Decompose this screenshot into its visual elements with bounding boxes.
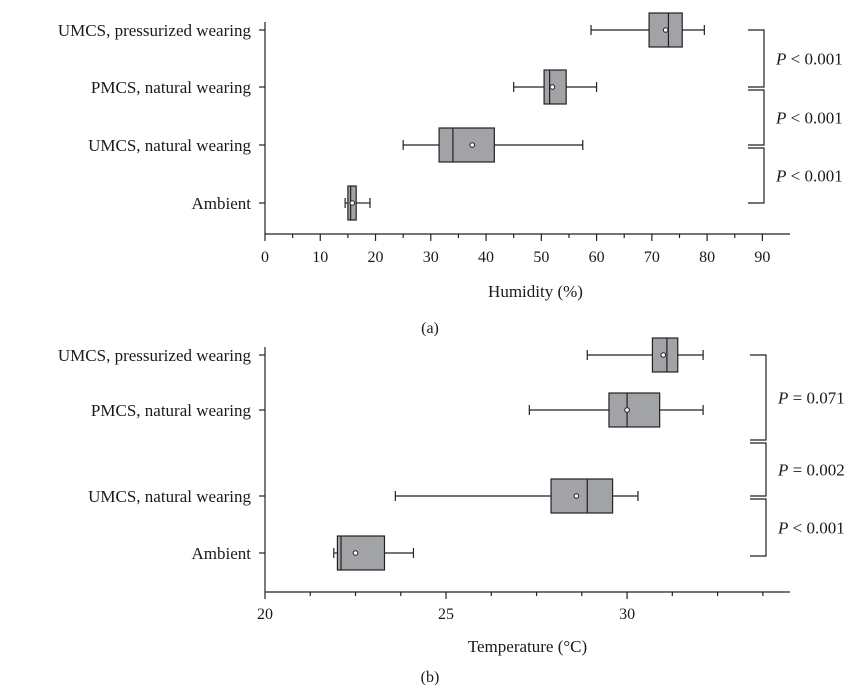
p-value: 0.001 bbox=[804, 167, 842, 186]
p-operator: < bbox=[786, 50, 804, 69]
mean-marker bbox=[349, 200, 356, 206]
box bbox=[336, 535, 386, 571]
boxplot-pmcs-natural bbox=[513, 69, 598, 105]
panel-label: (a) bbox=[421, 320, 439, 337]
p-value-label: P = 0.002 bbox=[777, 461, 845, 480]
x-tick-label: 30 bbox=[423, 249, 439, 266]
mean-marker bbox=[469, 142, 476, 148]
comparison-bracket bbox=[750, 354, 767, 441]
comparison-bracket bbox=[748, 29, 765, 88]
category-label: PMCS, natural wearing bbox=[91, 401, 252, 420]
boxplot-umcs-natural bbox=[402, 127, 584, 163]
p-operator: < bbox=[788, 519, 806, 538]
p-symbol: P bbox=[775, 167, 786, 186]
boxplot-umcs-pressurized bbox=[586, 337, 704, 373]
p-operator: < bbox=[786, 109, 804, 128]
p-value: 0.001 bbox=[804, 50, 842, 69]
x-tick-label: 30 bbox=[619, 606, 635, 623]
p-value: 0.002 bbox=[806, 461, 844, 480]
p-value-label: P < 0.001 bbox=[775, 109, 843, 128]
x-tick-label: 80 bbox=[699, 249, 715, 266]
category-label: Ambient bbox=[192, 194, 252, 213]
boxplot-ambient bbox=[333, 535, 415, 571]
box bbox=[608, 392, 661, 428]
mean-marker bbox=[624, 407, 630, 413]
category-label: UMCS, pressurized wearing bbox=[58, 346, 252, 365]
x-tick-label: 20 bbox=[257, 606, 273, 623]
p-symbol: P bbox=[775, 50, 786, 69]
boxplot-ambient bbox=[344, 185, 371, 221]
p-symbol: P bbox=[777, 389, 788, 408]
mean-marker bbox=[573, 493, 580, 499]
chart-panel-b: 20 25 30 Temperature (°C) (b) UMCS, pressuriz… bbox=[58, 337, 845, 686]
comparison-bracket bbox=[748, 89, 765, 146]
mean-marker bbox=[662, 27, 669, 33]
x-tick-label: 25 bbox=[438, 606, 454, 623]
x-tick-label: 70 bbox=[644, 249, 660, 266]
x-tick-label: 20 bbox=[368, 249, 384, 266]
p-operator: = bbox=[788, 389, 806, 408]
p-value: 0.001 bbox=[804, 109, 842, 128]
mean-marker bbox=[352, 550, 359, 556]
p-operator: < bbox=[786, 167, 804, 186]
boxplot-umcs-pressurized bbox=[590, 12, 705, 48]
x-axis-label: Humidity (%) bbox=[488, 282, 583, 301]
p-symbol: P bbox=[777, 519, 788, 538]
x-tick-label: 50 bbox=[533, 249, 549, 266]
p-value: 0.001 bbox=[806, 519, 844, 538]
p-value-label: P < 0.001 bbox=[775, 50, 843, 69]
box bbox=[438, 127, 495, 163]
comparison-bracket bbox=[750, 442, 767, 497]
box bbox=[550, 478, 614, 514]
p-value-label: P = 0.071 bbox=[777, 389, 845, 408]
panel-label: (b) bbox=[421, 669, 440, 686]
x-tick-label: 40 bbox=[478, 249, 494, 266]
comparison-bracket bbox=[748, 147, 765, 204]
mean-marker bbox=[549, 84, 556, 90]
category-label: UMCS, natural wearing bbox=[88, 487, 251, 506]
p-value-label: P < 0.001 bbox=[775, 167, 843, 186]
x-tick-label: 0 bbox=[261, 249, 269, 266]
chart-panel-a: 0 10 20 30 40 50 60 70 80 90 Humidity (%) (a) UMCS, … bbox=[58, 12, 843, 337]
p-symbol: P bbox=[777, 461, 788, 480]
x-axis-label: Temperature (°C) bbox=[468, 637, 587, 656]
p-value: 0.071 bbox=[806, 389, 844, 408]
mean-marker bbox=[660, 352, 667, 358]
x-tick-label: 60 bbox=[589, 249, 605, 266]
category-label: UMCS, natural wearing bbox=[88, 136, 251, 155]
x-tick-label: 10 bbox=[312, 249, 328, 266]
boxplot-umcs-natural bbox=[394, 478, 639, 514]
p-value-label: P < 0.001 bbox=[777, 519, 845, 538]
boxplot-pmcs-natural bbox=[528, 392, 704, 428]
category-label: Ambient bbox=[192, 544, 252, 563]
category-label: PMCS, natural wearing bbox=[91, 78, 252, 97]
comparison-bracket bbox=[750, 498, 767, 557]
x-tick-label: 90 bbox=[754, 249, 770, 266]
p-operator: = bbox=[788, 461, 806, 480]
p-symbol: P bbox=[775, 109, 786, 128]
category-label: UMCS, pressurized wearing bbox=[58, 21, 252, 40]
